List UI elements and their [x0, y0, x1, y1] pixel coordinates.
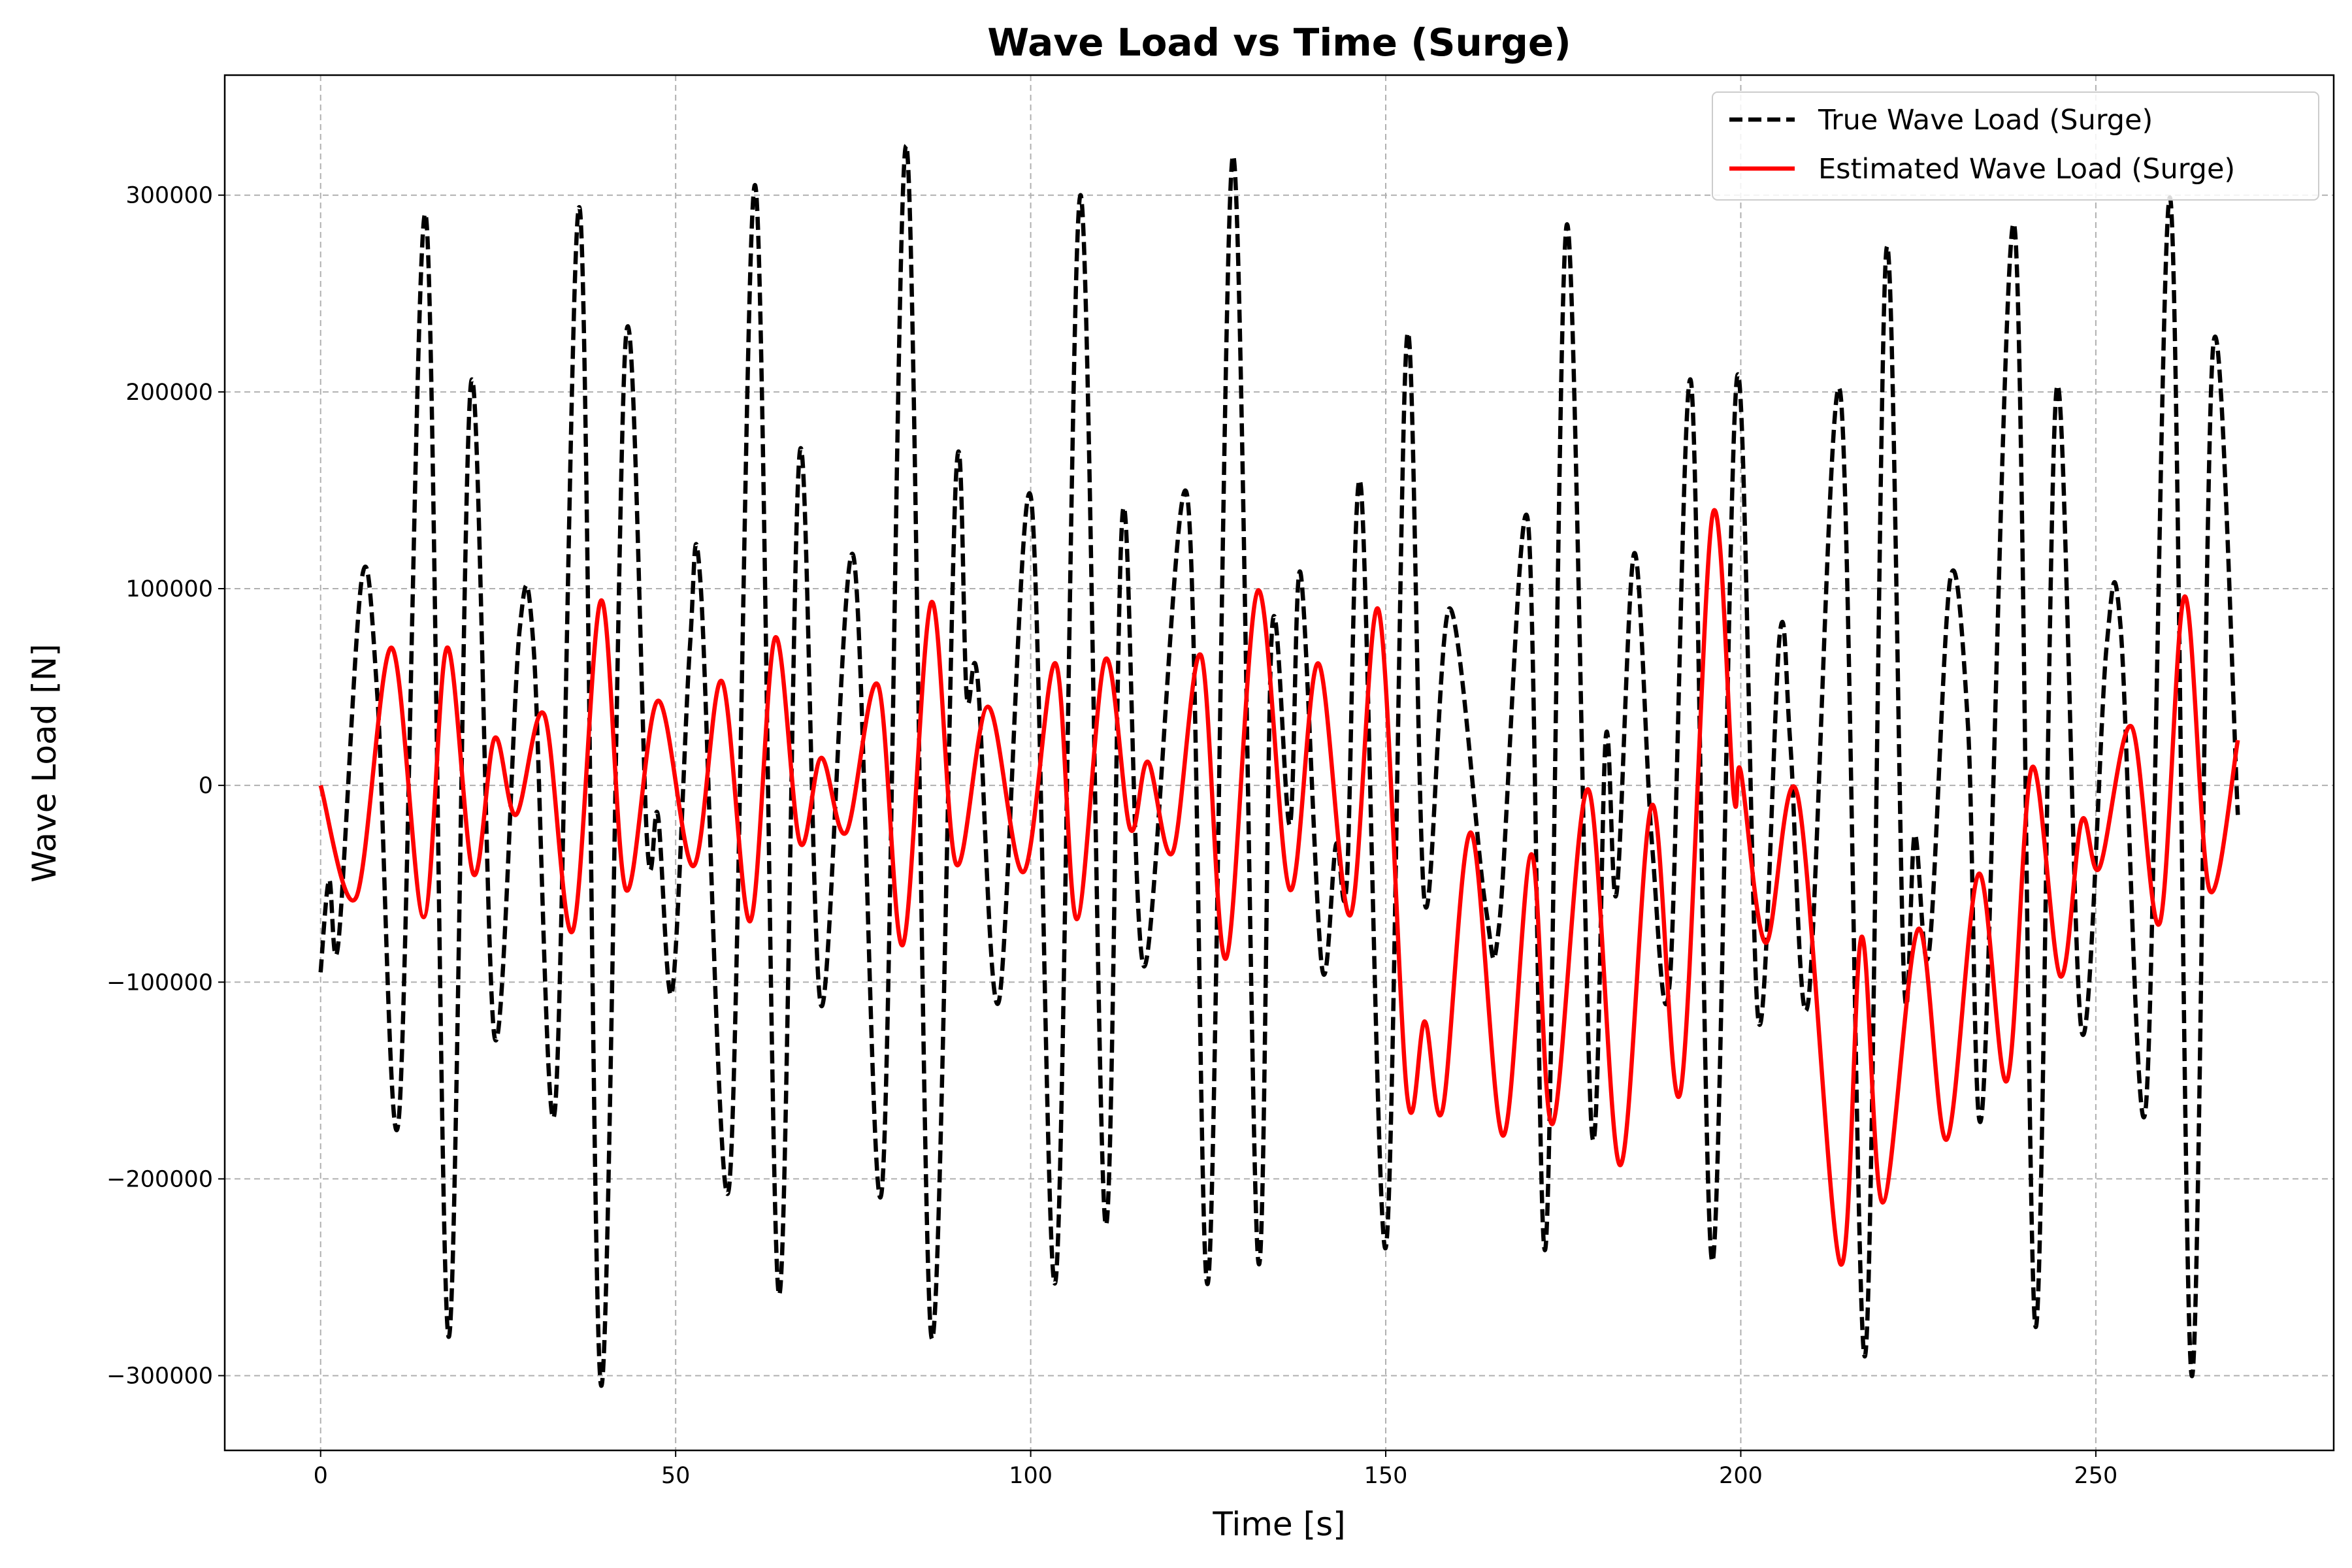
- x-tick-label: 200: [1719, 1463, 1763, 1489]
- x-tick-label: 0: [314, 1463, 328, 1489]
- x-tick-label: 150: [1364, 1463, 1408, 1489]
- x-tick-label: 250: [2074, 1463, 2117, 1489]
- y-tick-label: 300000: [125, 183, 213, 209]
- legend-label: True Wave Load (Surge): [1818, 104, 2153, 137]
- y-tick-label: −300000: [106, 1364, 213, 1390]
- x-tick-label: 50: [661, 1463, 691, 1489]
- y-tick-label: 100000: [125, 576, 213, 602]
- chart-title: Wave Load vs Time (Surge): [987, 20, 1571, 65]
- series-line: [318, 508, 2240, 1267]
- plot-frame: [223, 74, 2335, 1452]
- y-tick-label: −200000: [106, 1166, 213, 1192]
- series-line: [318, 144, 2240, 1388]
- legend-box: [1712, 91, 2319, 201]
- y-axis-label: Wave Load [N]: [25, 644, 63, 882]
- y-tick-label: 200000: [125, 380, 213, 406]
- x-tick-label: 100: [1009, 1463, 1053, 1489]
- legend-label: Estimated Wave Load (Surge): [1818, 153, 2235, 186]
- y-tick-label: −100000: [106, 970, 213, 996]
- x-axis-label: Time [s]: [1212, 1505, 1345, 1543]
- y-tick-label: 0: [199, 773, 213, 799]
